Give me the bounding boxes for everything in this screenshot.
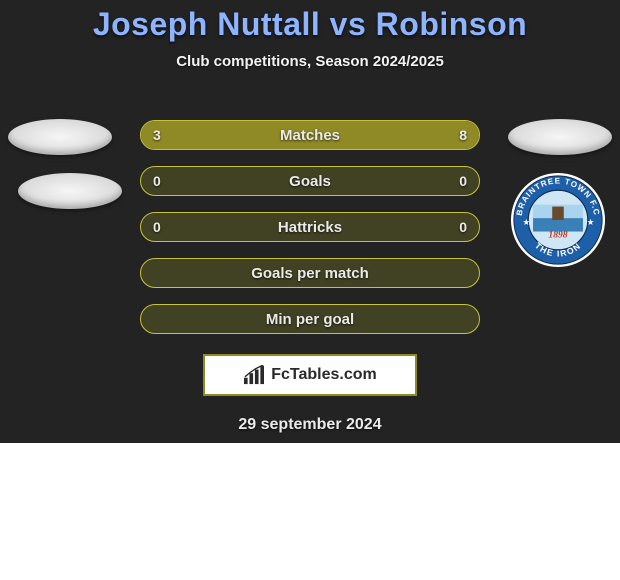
page-title: Joseph Nuttall vs Robinson <box>0 6 620 43</box>
stat-row: Min per goal <box>0 296 620 342</box>
stat-fill-right <box>232 121 479 149</box>
player2-name: Robinson <box>376 6 528 42</box>
stat-label: Hattricks <box>141 219 479 236</box>
stat-pill: 3Matches8 <box>140 120 480 150</box>
stat-right-value: 0 <box>459 219 467 235</box>
stat-row: 3Matches8 <box>0 112 620 158</box>
vs-text: vs <box>330 6 367 42</box>
stat-label: Min per goal <box>141 311 479 328</box>
stat-left-value: 0 <box>153 173 161 189</box>
stat-pill: 0Goals0 <box>140 166 480 196</box>
stat-row: 0Hattricks0 <box>0 204 620 250</box>
player1-name: Joseph Nuttall <box>93 6 320 42</box>
stat-row: 0Goals0 <box>0 158 620 204</box>
page-background-white <box>0 443 620 580</box>
stat-left-value: 0 <box>153 219 161 235</box>
brand-bars-icon <box>243 365 265 385</box>
brand-text: FcTables.com <box>271 366 377 384</box>
date-text: 29 september 2024 <box>0 416 620 434</box>
subtitle: Club competitions, Season 2024/2025 <box>0 53 620 70</box>
brand-box[interactable]: FcTables.com <box>203 354 417 396</box>
stat-pill: Min per goal <box>140 304 480 334</box>
stat-label: Goals <box>141 173 479 190</box>
stat-rows: 3Matches80Goals00Hattricks0Goals per mat… <box>0 112 620 342</box>
stat-left-value: 3 <box>153 127 161 143</box>
stat-row: Goals per match <box>0 250 620 296</box>
stat-label: Goals per match <box>141 265 479 282</box>
stat-right-value: 0 <box>459 173 467 189</box>
stat-pill: 0Hattricks0 <box>140 212 480 242</box>
comparison-card: Joseph Nuttall vs Robinson Club competit… <box>0 0 620 434</box>
stat-pill: Goals per match <box>140 258 480 288</box>
stat-right-value: 8 <box>459 127 467 143</box>
